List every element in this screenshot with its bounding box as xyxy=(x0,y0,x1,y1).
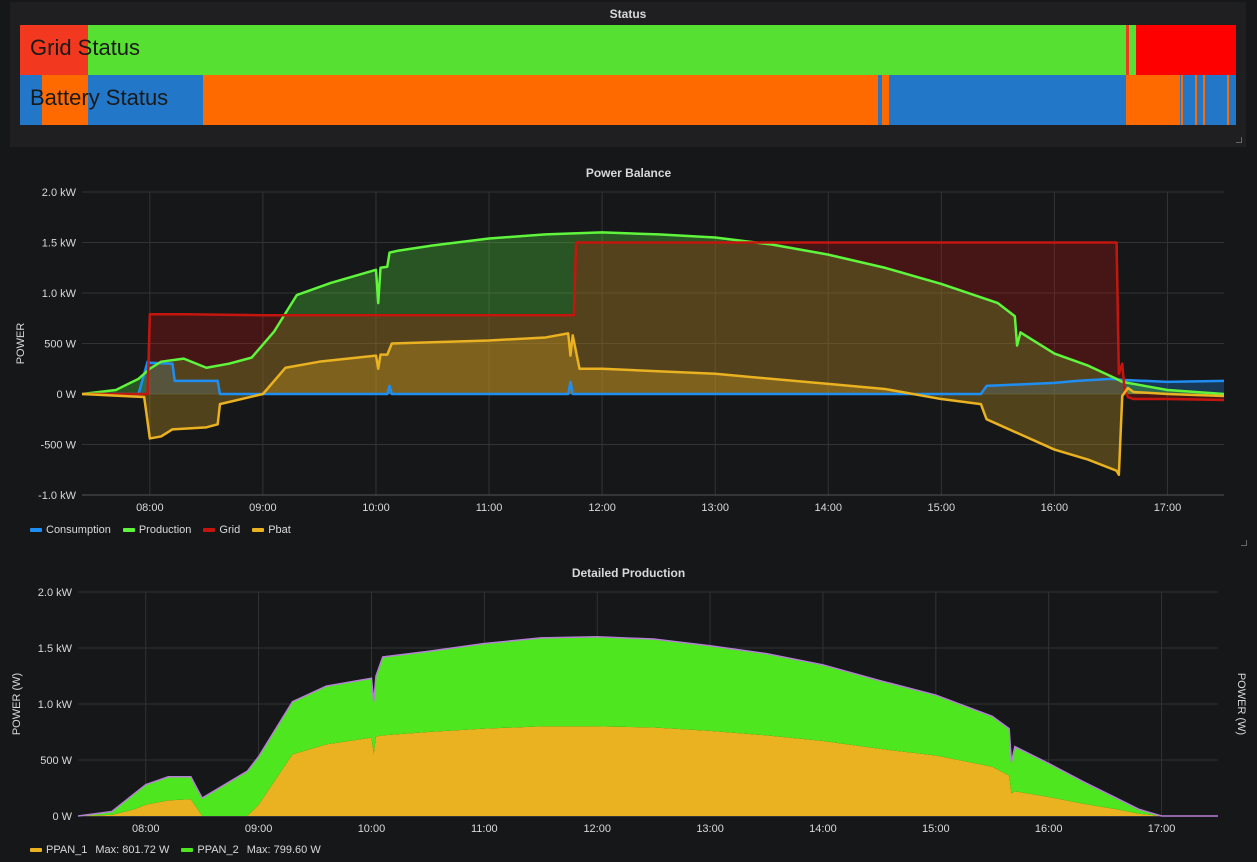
battery-status-segment xyxy=(882,75,889,125)
y-tick-label: 1.0 kW xyxy=(42,288,77,300)
detailed-production-legend: PPAN_1 Max: 801.72 W PPAN_2 Max: 799.60 W xyxy=(30,844,321,856)
battery-status-segment xyxy=(1130,75,1180,125)
y-axis-label: POWER (W) xyxy=(11,673,23,735)
x-tick-label: 08:00 xyxy=(132,823,160,835)
grid-status-segment xyxy=(1136,25,1236,75)
battery-status-segment xyxy=(1203,75,1205,125)
x-tick-label: 10:00 xyxy=(362,502,390,514)
x-tick-label: 17:00 xyxy=(1154,502,1182,514)
legend-swatch xyxy=(203,528,216,532)
x-tick-label: 11:00 xyxy=(471,823,498,835)
power-balance-panel: Power Balance 2.0 kW 1.5 kW 1.0 kW 500 W 0 W… xyxy=(0,160,1257,550)
y-tick-label: -1.0 kW xyxy=(38,490,77,502)
panel-resize-handle[interactable] xyxy=(1241,540,1247,546)
x-tick-label: 15:00 xyxy=(928,502,956,514)
x-tick-label: 15:00 xyxy=(922,823,950,835)
y-tick-label: 1.0 kW xyxy=(38,699,73,711)
y-tick-label: 1.5 kW xyxy=(38,643,73,655)
y-tick-label: -500 W xyxy=(41,440,77,452)
legend-item-ppan-2[interactable]: PPAN_2 Max: 799.60 W xyxy=(181,844,321,856)
x-tick-label: 10:00 xyxy=(358,823,386,835)
legend-label: PPAN_1 xyxy=(46,844,88,856)
series-area-ppan-2 xyxy=(78,636,1218,816)
battery-status-segment xyxy=(1195,75,1197,125)
x-tick-label: 13:00 xyxy=(696,823,724,835)
x-tick-label: 08:00 xyxy=(136,502,164,514)
legend-label: Pbat xyxy=(268,524,291,536)
legend-label: PPAN_2 xyxy=(197,844,239,856)
grid-status-segment xyxy=(20,25,88,75)
battery-status-segment xyxy=(878,75,882,125)
detailed-production-title: Detailed Production xyxy=(571,566,686,580)
total-outline xyxy=(77,636,1218,817)
x-tick-label: 14:00 xyxy=(814,502,842,514)
grid-status-segment xyxy=(1129,25,1136,75)
x-tick-label: 16:00 xyxy=(1041,502,1069,514)
power-balance-chart: 2.0 kW 1.5 kW 1.0 kW 500 W 0 W -500 W -1.0 kW 0… xyxy=(15,187,1225,514)
x-tick-label: 09:00 xyxy=(245,823,273,835)
detailed-production-panel: Detailed Production 2.0 kW 1.5 kW 1.0 kW 50… xyxy=(0,560,1257,862)
battery-status-segment xyxy=(1181,75,1183,125)
power-balance-legend: Consumption Production Grid Pbat xyxy=(30,524,291,536)
battery-status-segment xyxy=(889,75,1126,125)
y-tick-label: 2.0 kW xyxy=(38,587,73,599)
x-tick-label: 12:00 xyxy=(583,823,611,835)
legend-label: Production xyxy=(138,524,192,536)
x-tick-label: 17:00 xyxy=(1148,823,1176,835)
legend-swatch xyxy=(181,848,194,852)
series-fill-consumption xyxy=(82,361,1224,394)
y-tick-label: 500 W xyxy=(40,755,72,767)
battery-status-segment xyxy=(1180,75,1236,125)
y-axis-label: POWER xyxy=(15,323,27,365)
x-tick-label: 11:00 xyxy=(476,502,503,514)
legend-max-value: Max: 801.72 W xyxy=(95,844,170,856)
x-tick-label: 12:00 xyxy=(588,502,616,514)
battery-status-segment xyxy=(88,75,203,125)
y-tick-label: 500 W xyxy=(44,339,76,351)
legend-label: Consumption xyxy=(46,524,111,536)
battery-status-segment xyxy=(203,75,878,125)
grid-status-label: Grid Status xyxy=(30,35,141,60)
status-panel-title: Status xyxy=(609,7,647,21)
panel-resize-handle[interactable] xyxy=(1236,137,1242,143)
battery-status-segment xyxy=(1227,75,1229,125)
legend-item-ppan-1[interactable]: PPAN_1 Max: 801.72 W xyxy=(30,844,169,856)
y-tick-label: 2.0 kW xyxy=(42,187,77,199)
legend-swatch xyxy=(252,528,265,532)
legend-item-consumption[interactable]: Consumption xyxy=(30,524,111,536)
x-tick-label: 16:00 xyxy=(1035,823,1063,835)
detailed-production-chart: 2.0 kW 1.5 kW 1.0 kW 500 W 0 W 08:00 09:00 10:0… xyxy=(11,587,1247,835)
series-fill-pbat xyxy=(82,333,1224,475)
battery-status-segment xyxy=(1126,75,1130,125)
power-balance-title: Power Balance xyxy=(585,166,672,180)
series-line-pbat xyxy=(81,332,1225,477)
legend-item-grid[interactable]: Grid xyxy=(203,524,240,536)
y-tick-label: 0 W xyxy=(56,389,76,401)
battery-status-segment xyxy=(42,75,88,125)
legend-swatch xyxy=(30,848,42,852)
legend-swatch xyxy=(30,528,42,532)
x-tick-label: 09:00 xyxy=(249,502,277,514)
series-line-production xyxy=(81,231,1225,396)
y-tick-label: 0 W xyxy=(52,811,72,823)
battery-status-segment xyxy=(20,75,42,125)
series-line-consumption xyxy=(82,360,1225,396)
y-axis-label-right: POWER (W) xyxy=(1235,673,1247,735)
x-tick-label: 13:00 xyxy=(701,502,729,514)
battery-status-label: Battery Status xyxy=(30,85,169,110)
legend-swatch xyxy=(122,528,135,532)
status-panel: Status Grid Status Battery Status xyxy=(10,2,1246,147)
x-tick-label: 14:00 xyxy=(809,823,837,835)
grid-status-segment xyxy=(88,25,1126,75)
grid-status-segment xyxy=(1126,25,1129,75)
battery-status-row: Battery Status xyxy=(20,75,1236,125)
legend-label: Grid xyxy=(219,524,241,536)
legend-item-production[interactable]: Production xyxy=(122,524,192,536)
legend-max-value: Max: 799.60 W xyxy=(246,844,321,856)
legend-item-pbat[interactable]: Pbat xyxy=(252,524,291,536)
y-tick-label: 1.5 kW xyxy=(42,238,77,250)
series-area-ppan-1 xyxy=(78,726,1218,816)
grid-status-row: Grid Status xyxy=(20,25,1236,75)
